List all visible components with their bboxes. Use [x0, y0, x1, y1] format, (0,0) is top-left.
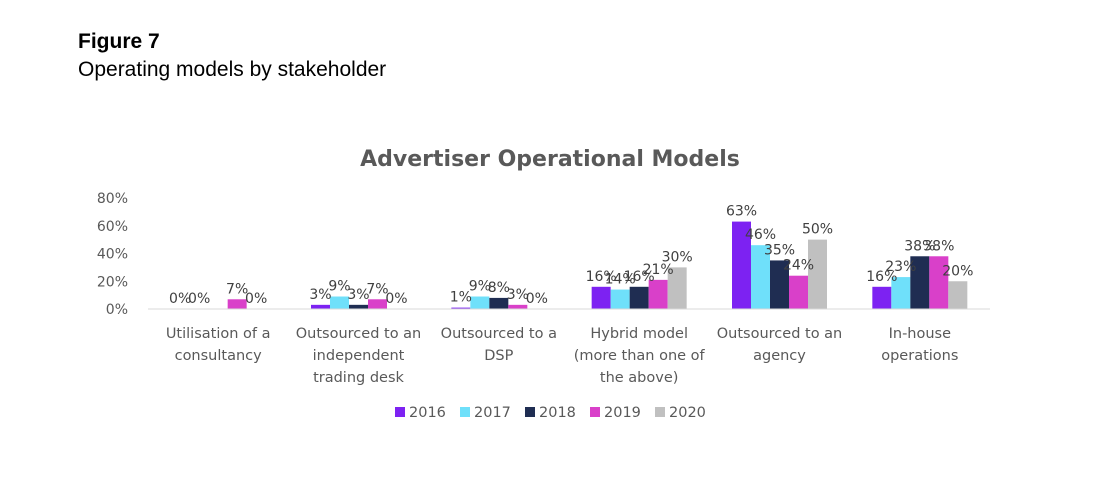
- legend-swatch: [590, 407, 600, 417]
- bar-2019: [929, 256, 949, 309]
- bar-2019: [789, 275, 808, 309]
- data-label: 0%: [385, 291, 407, 307]
- bar-2020: [808, 239, 827, 309]
- data-label: 23%: [885, 259, 916, 275]
- bar-2019: [648, 279, 668, 309]
- data-label: 46%: [745, 227, 776, 243]
- legend-label: 2019: [604, 405, 641, 421]
- data-label: 30%: [662, 249, 693, 265]
- x-tick-label: Outsourced to an agency: [717, 326, 843, 364]
- chart-title: Advertiser Operational Models: [360, 147, 740, 172]
- figure-caption: Operating models by stakeholder: [78, 58, 387, 81]
- bar-2018: [910, 256, 930, 309]
- y-tick-label: 60%: [97, 219, 128, 235]
- data-label: 7%: [226, 281, 248, 297]
- data-label: 3%: [309, 287, 331, 303]
- x-tick-label: In-house operations: [881, 326, 958, 364]
- data-label: 20%: [942, 263, 973, 279]
- data-label: 16%: [866, 269, 897, 285]
- legend-item-2020: 2020: [655, 405, 706, 421]
- bar-2016: [311, 304, 330, 309]
- data-label: 14%: [605, 272, 636, 288]
- data-label: 16%: [624, 269, 655, 285]
- bar-2017: [330, 296, 349, 309]
- legend-item-2017: 2017: [460, 405, 511, 421]
- data-label: 1%: [450, 290, 472, 306]
- bar-2016: [451, 307, 471, 309]
- data-label: 38%: [923, 238, 954, 254]
- bar-2018: [770, 260, 789, 309]
- data-label: 35%: [764, 242, 795, 258]
- legend-swatch: [525, 407, 535, 417]
- bar-2019: [508, 304, 528, 309]
- x-tick-label: Hybrid model (more than one of the above): [574, 326, 706, 386]
- data-label: 50%: [802, 222, 833, 238]
- bars: [227, 221, 968, 309]
- bar-2016: [591, 286, 611, 309]
- data-label: 0%: [245, 291, 267, 307]
- data-label: 63%: [726, 204, 757, 220]
- data-label: 8%: [488, 280, 510, 296]
- bar-2018: [349, 304, 368, 309]
- bar-2017: [891, 277, 911, 309]
- bar-2020: [948, 281, 968, 309]
- data-label: 9%: [469, 279, 491, 295]
- legend-swatch: [460, 407, 470, 417]
- y-tick-label: 0%: [106, 302, 128, 318]
- legend-item-2016: 2016: [395, 405, 446, 421]
- bar-2019: [227, 299, 247, 309]
- data-label: 16%: [586, 269, 617, 285]
- data-label: 24%: [783, 258, 814, 274]
- x-axis: Utilisation of a consultancy Outsourced to…: [148, 308, 990, 386]
- bar-2017: [610, 289, 630, 309]
- legend-label: 2018: [539, 405, 576, 421]
- bar-2019: [368, 299, 387, 309]
- data-label: 38%: [904, 238, 935, 254]
- data-label: 3%: [347, 287, 369, 303]
- data-labels: 0%0%7%0% 3%9%3%7%0% 1%9%8%3%0%16%14%16%21%…: [169, 204, 973, 307]
- data-label: 0%: [169, 291, 191, 307]
- bar-2017: [470, 296, 490, 309]
- data-label: 0%: [188, 291, 210, 307]
- y-tick-label: 40%: [97, 247, 128, 263]
- bar-2017: [751, 245, 770, 309]
- legend-item-2019: 2019: [590, 405, 641, 421]
- x-tick-label: Outsourced to an independent trading desk: [296, 326, 422, 386]
- data-label: 7%: [366, 281, 388, 297]
- legend: 2016 2017 2018 2019 2020: [395, 405, 706, 421]
- legend-item-2018: 2018: [525, 405, 576, 421]
- legend-label: 2017: [474, 405, 511, 421]
- bar-2018: [629, 286, 649, 309]
- legend-label: 2016: [409, 405, 446, 421]
- y-tick-label: 80%: [97, 191, 128, 207]
- legend-swatch: [655, 407, 665, 417]
- legend-swatch: [395, 407, 405, 417]
- x-tick-label: Utilisation of a consultancy: [166, 326, 271, 364]
- bar-2020: [667, 267, 687, 309]
- legend-label: 2020: [669, 405, 706, 421]
- y-tick-label: 20%: [97, 274, 128, 290]
- y-axis: 0% 20% 40% 60% 80%: [97, 191, 128, 318]
- x-tick-label: Outsourced to a DSP: [441, 326, 557, 364]
- data-label: 0%: [526, 291, 548, 307]
- bar-2016: [732, 221, 751, 309]
- bar-2016: [872, 286, 892, 309]
- bar-2018: [489, 297, 509, 309]
- data-label: 3%: [507, 287, 529, 303]
- figure-label: Figure 7: [78, 30, 160, 53]
- data-label: 9%: [328, 279, 350, 295]
- data-label: 21%: [643, 262, 674, 278]
